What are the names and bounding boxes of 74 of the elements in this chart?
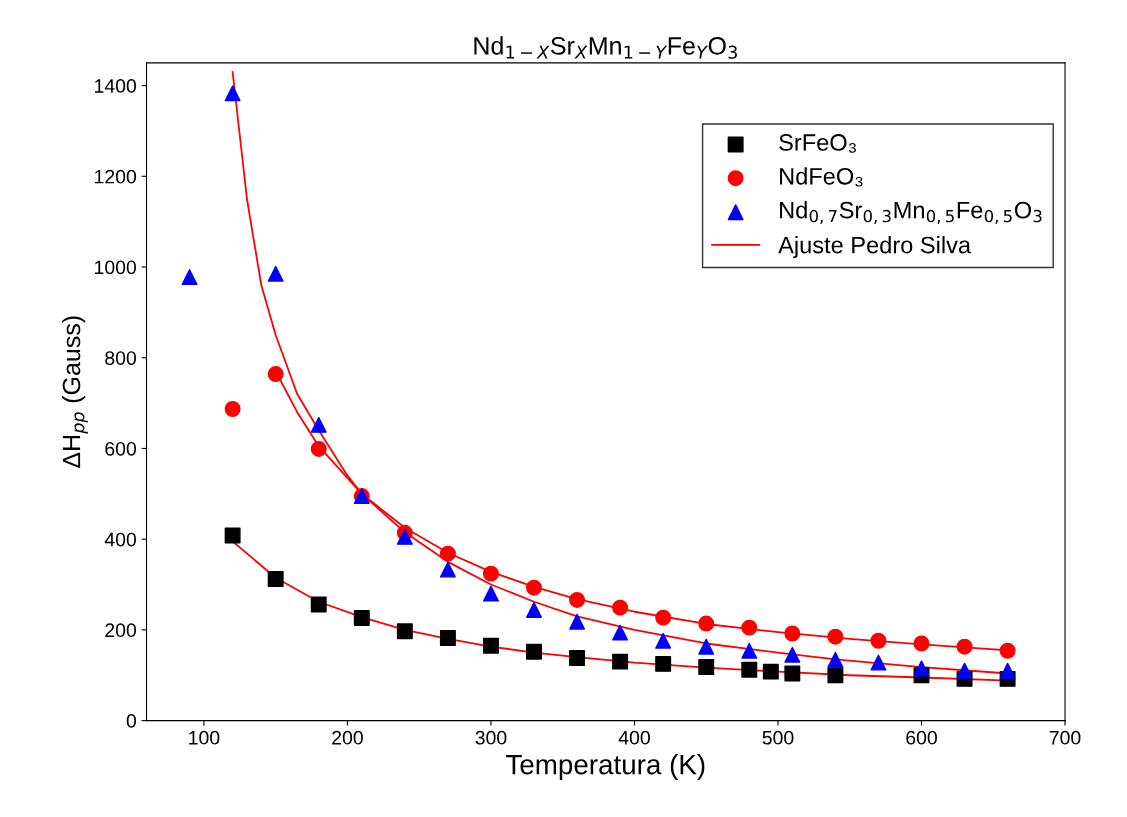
point [913, 635, 930, 652]
point [526, 643, 542, 660]
point [439, 561, 456, 578]
point [569, 613, 586, 630]
x-tick-label: 600 [906, 730, 937, 745]
point [741, 642, 758, 659]
chart-title: Nd$_{1−X}$Sr$_{X}$Mn$_{1−Y}$Fe$_{Y}$O$_{3}$ [474, 36, 737, 59]
y-tick-label: 200 [105, 623, 137, 638]
point [181, 269, 198, 285]
point [569, 591, 586, 608]
point [698, 615, 715, 632]
point [267, 571, 284, 588]
x-tick-label: 100 [189, 730, 220, 745]
point [267, 265, 284, 282]
legend-label: Ajuste Pedro Silva [778, 236, 972, 259]
point [310, 416, 327, 433]
point [999, 642, 1016, 659]
point [439, 630, 456, 647]
point [224, 401, 241, 417]
x-tick-label: 200 [332, 730, 363, 745]
y-tick-label: 1000 [95, 260, 137, 275]
point [655, 632, 672, 649]
x-tick-label: 300 [475, 730, 507, 745]
point [267, 366, 284, 383]
point [655, 655, 672, 672]
point [827, 667, 844, 684]
point [482, 637, 499, 654]
point [224, 85, 241, 102]
point [482, 565, 499, 582]
y-tick-label: 1400 [95, 79, 137, 93]
y-tick-label: 1200 [95, 169, 137, 184]
point [353, 610, 370, 627]
point [784, 646, 801, 663]
point [396, 623, 413, 640]
y-tick-label: 0 [126, 714, 137, 728]
x-tick-label: 400 [618, 730, 650, 745]
point [762, 663, 779, 680]
point [956, 662, 973, 679]
x-tick-label: 700 [1049, 730, 1081, 745]
point [870, 654, 887, 671]
point [827, 651, 844, 668]
y-tick-label: 400 [104, 532, 137, 547]
y-axis-title: ΔH$_{pp}$ (Gauss) [61, 316, 88, 468]
point [526, 601, 542, 618]
point [396, 528, 413, 545]
point [224, 527, 241, 544]
point [741, 619, 758, 636]
point [698, 659, 715, 676]
point [612, 624, 629, 641]
point [999, 662, 1016, 679]
legend-label: SrFeO₃ [779, 134, 856, 153]
point [310, 596, 327, 613]
point [913, 660, 930, 677]
point [526, 579, 542, 596]
point [784, 625, 801, 642]
point [482, 585, 499, 602]
point [655, 609, 672, 626]
point [698, 638, 715, 655]
point [870, 632, 887, 649]
text: Nd$_{0,7}$Sr$_{0,3}$Mn$_{0,5}$Fe$_{0,5}$O$_{3}$ [780, 201, 1042, 225]
point [612, 599, 629, 616]
point [827, 628, 844, 645]
point [439, 545, 456, 562]
x-axis-title: Temperatura (K) [506, 754, 705, 780]
x-tick-label: 500 [762, 730, 794, 745]
point [741, 661, 758, 678]
y-tick-label: 800 [105, 351, 137, 365]
point [956, 638, 973, 655]
point [612, 653, 629, 670]
point [784, 665, 801, 682]
y-tick-label: 600 [105, 441, 137, 456]
point [310, 440, 327, 457]
legend-label: NdFeO₃ [780, 167, 863, 187]
point [569, 650, 586, 666]
